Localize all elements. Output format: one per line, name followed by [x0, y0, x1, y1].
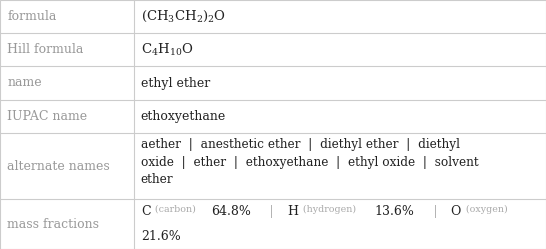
Text: ethyl ether: ethyl ether — [141, 76, 210, 89]
Text: (oxygen): (oxygen) — [464, 205, 508, 214]
Text: (hydrogen): (hydrogen) — [301, 205, 358, 214]
Text: $\mathrm{(CH_3CH_2)_2O}$: $\mathrm{(CH_3CH_2)_2O}$ — [141, 9, 226, 24]
Text: mass fractions: mass fractions — [7, 218, 99, 231]
Text: ethoxyethane: ethoxyethane — [141, 110, 226, 123]
Text: 21.6%: 21.6% — [141, 230, 181, 243]
Text: 13.6%: 13.6% — [375, 205, 414, 218]
Text: H: H — [287, 205, 298, 218]
Text: IUPAC name: IUPAC name — [7, 110, 87, 123]
Text: C: C — [141, 205, 151, 218]
Text: 64.8%: 64.8% — [211, 205, 251, 218]
Text: formula: formula — [7, 10, 56, 23]
Text: (carbon): (carbon) — [153, 205, 198, 214]
Text: Hill formula: Hill formula — [7, 43, 84, 56]
Text: $\mathrm{C_4H_{10}O}$: $\mathrm{C_4H_{10}O}$ — [141, 42, 193, 58]
Text: |: | — [426, 205, 445, 218]
Text: alternate names: alternate names — [7, 160, 110, 173]
Text: name: name — [7, 76, 41, 89]
Text: O: O — [450, 205, 461, 218]
Text: |: | — [263, 205, 281, 218]
Text: aether  |  anesthetic ether  |  diethyl ether  |  diethyl
oxide  |  ether  |  et: aether | anesthetic ether | diethyl ethe… — [141, 138, 478, 186]
